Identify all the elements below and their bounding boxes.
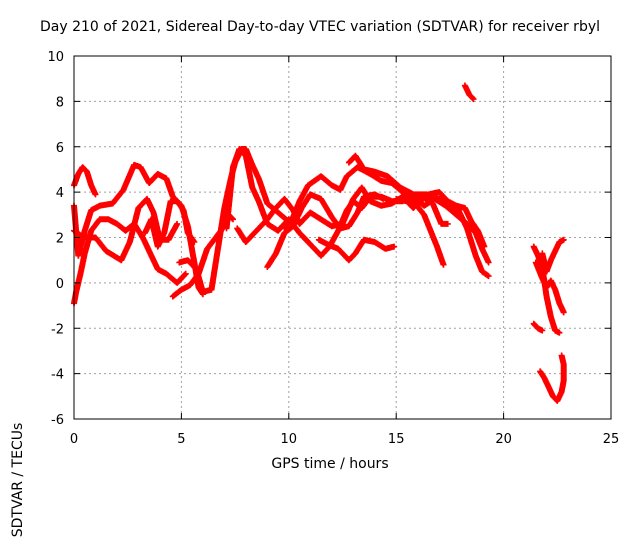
marker-trail: [532, 259, 567, 316]
y-tick-label: 4: [56, 186, 64, 201]
x-tick-label: 15: [388, 432, 405, 447]
marker-trail: [281, 164, 447, 268]
chart-title: Day 210 of 2021, Sidereal Day-to-day VTE…: [39, 19, 601, 35]
y-tick-label: 10: [47, 50, 64, 65]
marker-trail: [537, 352, 567, 404]
marker-trail: [315, 236, 398, 264]
series-track-u: [537, 352, 567, 404]
series-track-o: [393, 189, 488, 250]
marker-trail: [393, 189, 488, 250]
x-tick-label: 5: [177, 432, 185, 447]
y-tick-label: 0: [56, 277, 64, 292]
x-tick-label: 25: [603, 432, 620, 447]
series-track-k: [281, 164, 447, 268]
x-tick-label: 20: [495, 432, 512, 447]
marker-trail: [539, 236, 567, 275]
marker-trail: [345, 152, 492, 280]
y-tick-label: 6: [56, 141, 64, 156]
y-tick-label: -4: [51, 368, 64, 383]
series-track-r: [532, 259, 567, 316]
y-tick-label: -2: [51, 322, 64, 337]
series-track-n: [345, 152, 492, 280]
y-tick-label: 8: [56, 95, 64, 110]
data-points: [71, 82, 567, 404]
y-tick-label: 2: [56, 232, 64, 247]
x-tick-label: 10: [281, 432, 298, 447]
x-axis-label: GPS time / hours: [271, 456, 389, 472]
y-tick-label: -6: [51, 413, 64, 428]
series-track-p: [461, 82, 477, 103]
marker-trail: [530, 320, 546, 334]
axis-ticks: 0 5 10 15 20 25 -6 -4 -2 0 2 4 6 8 10: [47, 50, 619, 447]
series-track-m: [315, 236, 398, 264]
chart: 0 5 10 15 20 25 -6 -4 -2 0 2 4 6 8 10: [47, 50, 619, 447]
marker-trail: [461, 82, 477, 103]
x-tick-label: 0: [70, 432, 78, 447]
series-track-e: [141, 198, 198, 250]
series-track-t: [530, 320, 546, 334]
series-track-s: [539, 236, 567, 275]
grid-lines: [74, 56, 611, 419]
marker-trail: [141, 198, 198, 250]
